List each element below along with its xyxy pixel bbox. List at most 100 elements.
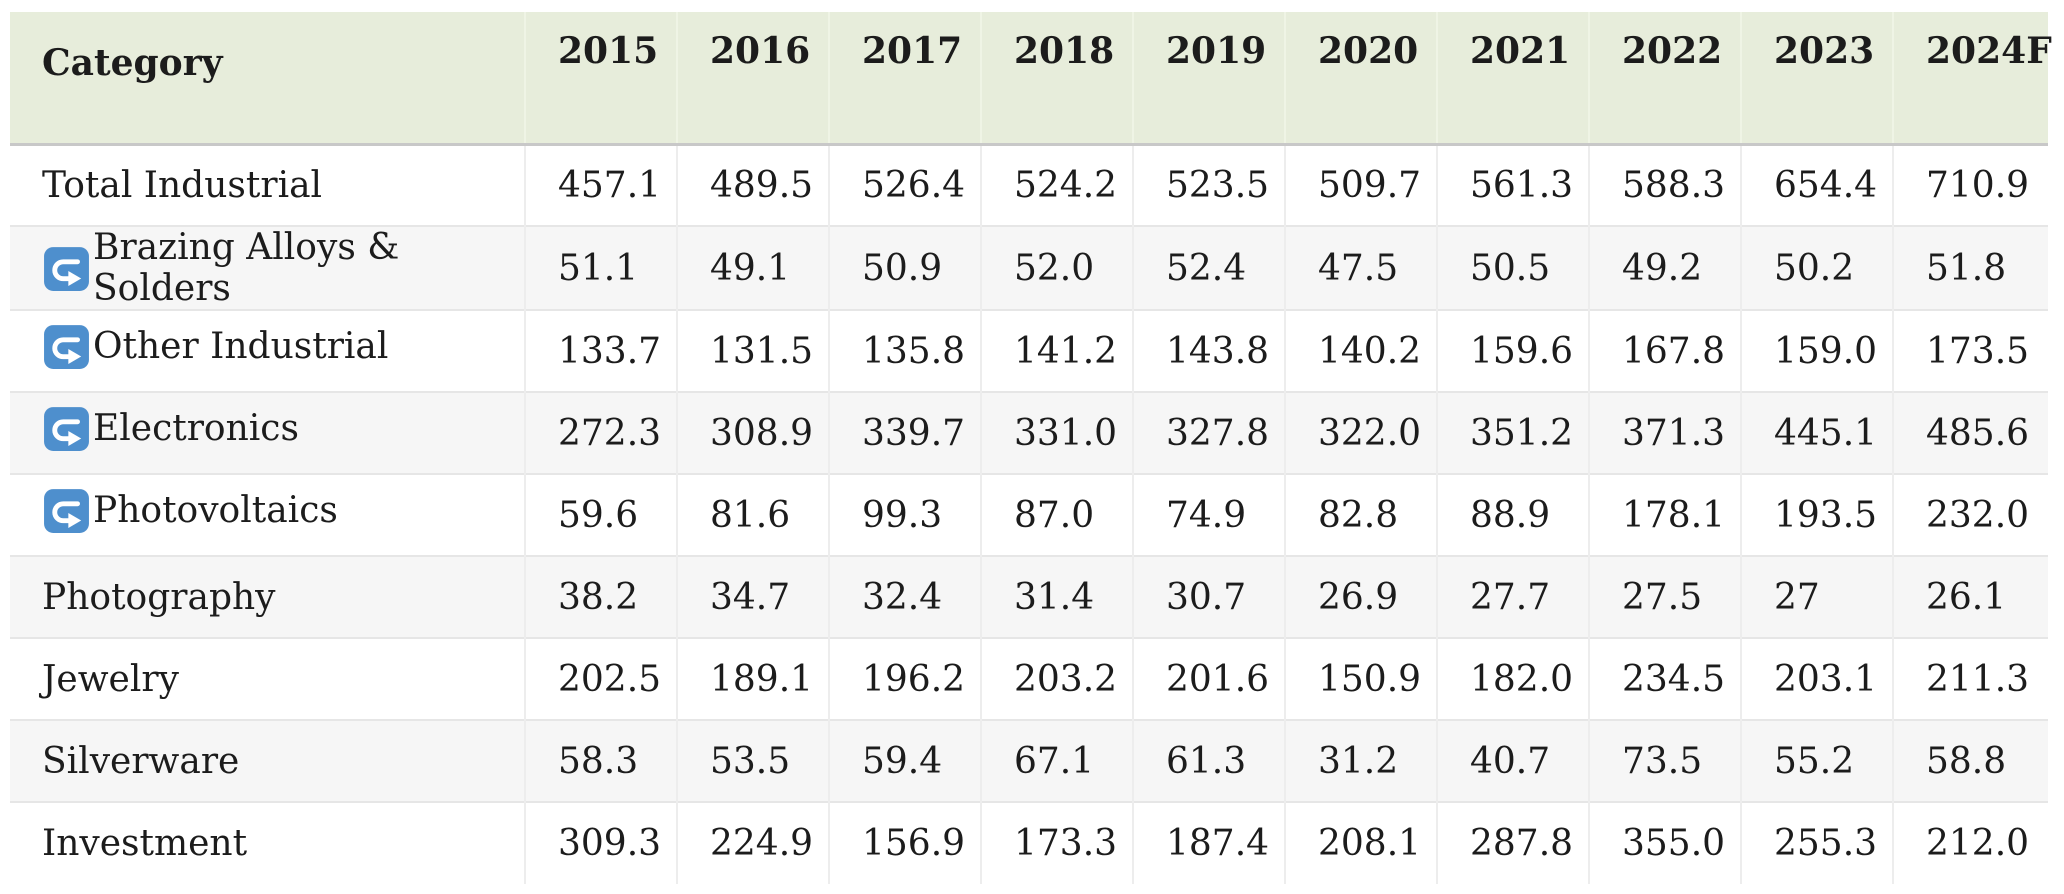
value-cell: 61.3: [1132, 720, 1285, 802]
category-cell-content: Electronics: [42, 404, 299, 453]
category-cell: Brazing Alloys & Solders: [10, 226, 525, 310]
table-row: Investment 309.3 224.9 156.9 173.3 187.4 208.1…: [10, 802, 2048, 884]
value-cell: 203.2: [980, 638, 1133, 720]
value-cell: 224.9: [676, 802, 829, 884]
value-cell: 212.0: [1892, 802, 2048, 884]
value-cell: 201.6: [1132, 638, 1285, 720]
category-label: Investment: [42, 823, 248, 864]
year-column-header: 2023: [1740, 12, 1893, 146]
value-cell: 50.2: [1740, 226, 1893, 310]
value-cell: 133.7: [524, 310, 677, 392]
header-row: Category 2015 2016 2017 2018 2019 2020 2021 2022…: [10, 12, 2052, 146]
value-cell: 331.0: [980, 392, 1133, 474]
table-row: Photography 38.2 34.7 32.4 31.4 30.7 26.9 27.7 2…: [10, 556, 2048, 638]
value-cell: 196.2: [828, 638, 981, 720]
value-cell: 309.3: [524, 802, 677, 884]
value-cell: 58.8: [1892, 720, 2048, 802]
curved-arrow-icon: [42, 322, 91, 371]
value-cell: 131.5: [676, 310, 829, 392]
category-cell-content: Jewelry: [42, 659, 179, 700]
value-cell: 208.1: [1284, 802, 1437, 884]
curved-arrow-icon: [42, 244, 91, 293]
table-row: Brazing Alloys & Solders 51.1 49.1 50.9 52.0…: [10, 226, 2048, 310]
category-column-header: Category: [10, 12, 525, 146]
value-cell: 187.4: [1132, 802, 1285, 884]
value-cell: 34.7: [676, 556, 829, 638]
category-label: Silverware: [42, 740, 240, 782]
value-cell: 178.1: [1588, 474, 1741, 556]
value-cell: 150.9: [1284, 638, 1437, 720]
value-cell: 173.3: [980, 802, 1133, 884]
table-row: Total Industrial 457.1 489.5 526.4 524.2 523.…: [10, 144, 2048, 226]
value-cell: 49.1: [676, 226, 829, 310]
value-cell: 81.6: [676, 474, 829, 556]
value-cell: 189.1: [676, 638, 829, 720]
curved-arrow-icon: [42, 486, 91, 535]
category-label: Total Industrial: [42, 164, 323, 206]
value-cell: 74.9: [1132, 474, 1285, 556]
value-cell: 308.9: [676, 392, 829, 474]
value-cell: 52.0: [980, 226, 1133, 310]
category-cell: Other Industrial: [10, 310, 525, 392]
category-label: Jewelry: [42, 658, 179, 700]
category-cell: Silverware: [10, 720, 525, 802]
value-cell: 32.4: [828, 556, 981, 638]
value-cell: 141.2: [980, 310, 1133, 392]
value-cell: 59.4: [828, 720, 981, 802]
value-cell: 31.2: [1284, 720, 1437, 802]
value-cell: 135.8: [828, 310, 981, 392]
table-row: Jewelry 202.5 189.1 196.2 203.2 201.6 150.9 182…: [10, 638, 2048, 720]
value-cell: 53.5: [676, 720, 829, 802]
value-cell: 82.8: [1284, 474, 1437, 556]
value-cell: 51.8: [1892, 226, 2048, 310]
demand-by-category-table: Category 2015 2016 2017 2018 2019 2020 2021 2022…: [10, 12, 2052, 884]
value-cell: 526.4: [828, 144, 981, 226]
value-cell: 49.2: [1588, 226, 1741, 310]
category-label: Photovoltaics: [93, 490, 338, 531]
value-cell: 371.3: [1588, 392, 1741, 474]
value-cell: 523.5: [1132, 144, 1285, 226]
value-cell: 193.5: [1740, 474, 1893, 556]
value-cell: 27.5: [1588, 556, 1741, 638]
value-cell: 58.3: [524, 720, 677, 802]
category-cell: Photography: [10, 556, 525, 638]
demand-table-container: Category 2015 2016 2017 2018 2019 2020 2021 2022…: [10, 12, 2052, 884]
value-cell: 232.0: [1892, 474, 2048, 556]
value-cell: 59.6: [524, 474, 677, 556]
value-cell: 156.9: [828, 802, 981, 884]
value-cell: 524.2: [980, 144, 1133, 226]
value-cell: 26.9: [1284, 556, 1437, 638]
value-cell: 255.3: [1740, 802, 1893, 884]
category-cell: Jewelry: [10, 638, 525, 720]
value-cell: 40.7: [1436, 720, 1589, 802]
table-row: Photovoltaics 59.6 81.6 99.3 87.0 74.9 82.8 88.…: [10, 474, 2048, 556]
table-row: Silverware 58.3 53.5 59.4 67.1 61.3 31.2 40.7 73…: [10, 720, 2048, 802]
table-header: Category 2015 2016 2017 2018 2019 2020 2021 2022…: [10, 12, 2052, 146]
value-cell: 167.8: [1588, 310, 1741, 392]
category-cell-content: Brazing Alloys & Solders: [42, 227, 524, 309]
value-cell: 710.9: [1892, 144, 2048, 226]
category-cell: Electronics: [10, 392, 525, 474]
value-cell: 159.6: [1436, 310, 1589, 392]
value-cell: 55.2: [1740, 720, 1893, 802]
curved-arrow-icon: [42, 404, 91, 453]
category-label: Photography: [42, 576, 276, 618]
value-cell: 143.8: [1132, 310, 1285, 392]
value-cell: 203.1: [1740, 638, 1893, 720]
value-cell: 339.7: [828, 392, 981, 474]
value-cell: 182.0: [1436, 638, 1589, 720]
year-column-header: 2017: [828, 12, 981, 146]
value-cell: 67.1: [980, 720, 1133, 802]
value-cell: 654.4: [1740, 144, 1893, 226]
category-label: Brazing Alloys & Solders: [93, 227, 400, 309]
category-label: Electronics: [93, 408, 299, 449]
value-cell: 73.5: [1588, 720, 1741, 802]
category-cell: Total Industrial: [10, 144, 525, 226]
year-column-header: 2022: [1588, 12, 1741, 146]
value-cell: 99.3: [828, 474, 981, 556]
year-column-header: 2015: [524, 12, 677, 146]
value-cell: 38.2: [524, 556, 677, 638]
value-cell: 234.5: [1588, 638, 1741, 720]
value-cell: 47.5: [1284, 226, 1437, 310]
category-cell-content: Investment: [42, 823, 247, 864]
